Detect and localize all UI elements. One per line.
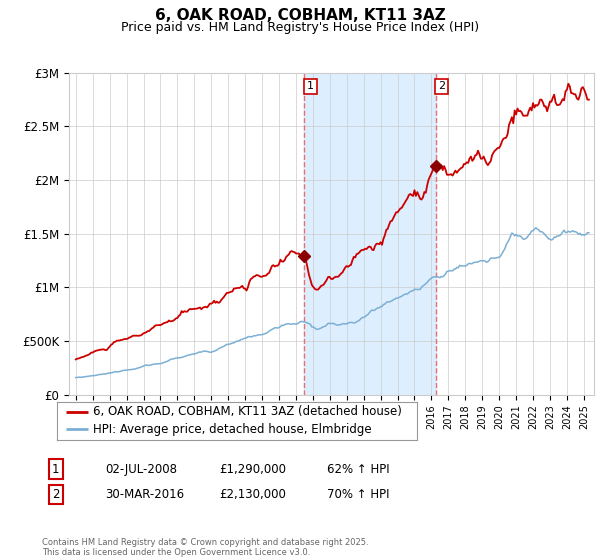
Text: 2: 2	[52, 488, 59, 501]
Text: 1: 1	[307, 81, 314, 91]
Text: Price paid vs. HM Land Registry's House Price Index (HPI): Price paid vs. HM Land Registry's House …	[121, 21, 479, 34]
Text: 6, OAK ROAD, COBHAM, KT11 3AZ (detached house): 6, OAK ROAD, COBHAM, KT11 3AZ (detached …	[93, 405, 402, 418]
Text: 6, OAK ROAD, COBHAM, KT11 3AZ: 6, OAK ROAD, COBHAM, KT11 3AZ	[155, 8, 445, 24]
Text: HPI: Average price, detached house, Elmbridge: HPI: Average price, detached house, Elmb…	[93, 423, 371, 436]
Text: 02-JUL-2008: 02-JUL-2008	[105, 463, 177, 476]
Text: 30-MAR-2016: 30-MAR-2016	[105, 488, 184, 501]
Text: 62% ↑ HPI: 62% ↑ HPI	[327, 463, 389, 476]
Text: Contains HM Land Registry data © Crown copyright and database right 2025.
This d: Contains HM Land Registry data © Crown c…	[42, 538, 368, 557]
Bar	[304, 73, 436, 395]
Text: £2,130,000: £2,130,000	[219, 488, 286, 501]
Text: 2: 2	[438, 81, 445, 91]
Text: £1,290,000: £1,290,000	[219, 463, 286, 476]
Text: 1: 1	[52, 463, 59, 476]
Text: 70% ↑ HPI: 70% ↑ HPI	[327, 488, 389, 501]
